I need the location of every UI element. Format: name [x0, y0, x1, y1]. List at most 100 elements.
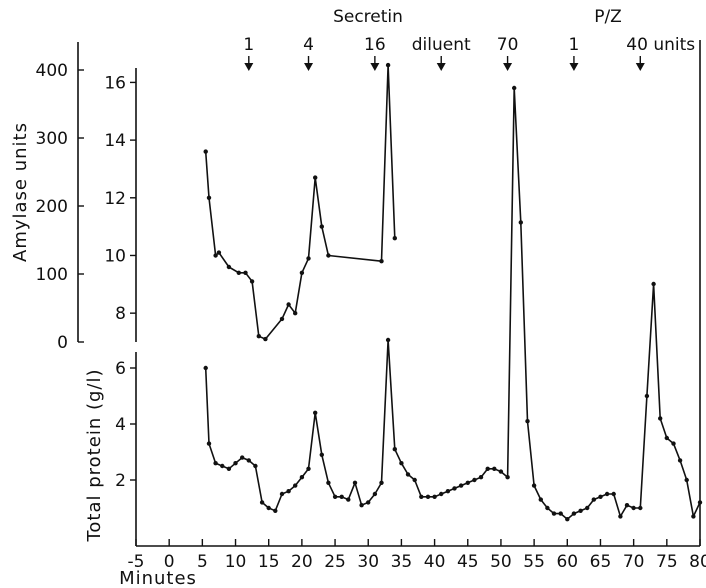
- protein-data-point: [299, 475, 305, 480]
- protein-data-point: [392, 447, 397, 452]
- protein-series-line: [204, 87, 701, 520]
- protein-data-point: [293, 483, 298, 488]
- x-tick-label: 55: [523, 552, 545, 572]
- protein-tick-label: 6: [115, 359, 126, 379]
- amylase-data-point: [206, 195, 212, 200]
- protein-data-point: [684, 477, 689, 483]
- protein-data-point: [366, 500, 371, 505]
- protein-data-point: [558, 511, 563, 516]
- x-tick-label: 0: [164, 552, 175, 572]
- protein-data-point: [273, 508, 278, 513]
- protein-data-point: [565, 517, 570, 522]
- secondary-tick-label: 10: [104, 246, 126, 266]
- group-label: Secretin: [333, 7, 403, 27]
- protein-data-point: [631, 505, 636, 511]
- x-tick-label: 30: [357, 552, 379, 572]
- dose-label: 16: [364, 35, 386, 55]
- amylase-data-point: [385, 62, 391, 68]
- protein-data-point: [492, 466, 497, 471]
- dose-label: diluent: [412, 35, 471, 55]
- x-tick-label: 80: [689, 552, 706, 572]
- amylase-data-point: [213, 253, 218, 258]
- protein-data-point: [538, 497, 543, 502]
- amylase-data-point: [392, 236, 397, 241]
- amylase-data-point: [286, 302, 291, 307]
- protein-data-point: [233, 461, 238, 466]
- dose-label: 1: [569, 35, 580, 55]
- protein-data-point: [585, 505, 590, 511]
- protein-tick-label: 4: [115, 415, 126, 435]
- protein-data-point: [313, 410, 318, 415]
- protein-data-point: [638, 505, 643, 511]
- protein-data-point: [359, 503, 364, 508]
- dose-arrow-head: [370, 63, 380, 71]
- protein-data-point: [485, 466, 490, 471]
- x-tick-label: 75: [656, 552, 678, 572]
- protein-data-point: [578, 508, 583, 513]
- ticks-group: [78, 56, 701, 546]
- protein-data-point: [412, 477, 417, 483]
- x-tick-label: 10: [225, 552, 247, 572]
- x-axis-title: Minutes: [119, 568, 197, 588]
- protein-data-point: [551, 511, 557, 516]
- x-tick-label: 70: [623, 552, 645, 572]
- protein-tick-label: 2: [115, 471, 126, 491]
- amylase-data-point: [306, 256, 311, 261]
- amylase-data-point: [319, 224, 324, 229]
- protein-data-point: [279, 491, 285, 497]
- protein-data-point: [591, 497, 596, 502]
- amylase-tick-label: 100: [36, 265, 68, 285]
- protein-data-point: [525, 419, 530, 424]
- secondary-tick-label: 14: [104, 131, 126, 151]
- amylase-data-point: [293, 311, 298, 316]
- protein-data-point: [332, 494, 338, 499]
- protein-data-point: [405, 472, 411, 477]
- secondary-tick-label: 12: [104, 189, 126, 209]
- x-tick-label: -5: [128, 552, 145, 572]
- amylase-axis-title: Amylase units: [10, 122, 31, 262]
- x-tick-label: 35: [391, 552, 413, 572]
- protein-data-point: [266, 505, 271, 511]
- protein-data-point: [452, 486, 457, 491]
- x-tick-label: 45: [457, 552, 479, 572]
- amylase-tick-label: 200: [36, 197, 68, 217]
- protein-data-point: [286, 489, 291, 494]
- amylase-data-point: [226, 264, 232, 270]
- protein-data-point: [658, 416, 663, 421]
- protein-data-point: [379, 480, 384, 485]
- protein-data-point: [671, 441, 676, 446]
- protein-data-point: [352, 480, 358, 485]
- amylase-data-point: [313, 175, 318, 180]
- protein-data-point: [598, 494, 603, 499]
- protein-axis-title: Total protein (g/l): [84, 368, 105, 542]
- protein-data-point: [512, 85, 517, 91]
- secondary-tick-label: 8: [115, 304, 126, 324]
- x-tick-label: 65: [590, 552, 612, 572]
- x-tick-label: 40: [424, 552, 446, 572]
- amylase-tick-label: 0: [57, 333, 68, 353]
- group-label: P/Z: [594, 7, 622, 27]
- protein-data-point: [432, 494, 437, 499]
- dose-arrow-head: [569, 63, 579, 71]
- protein-data-point: [664, 435, 669, 441]
- protein-data-point: [419, 494, 424, 499]
- dose-label: 40 units: [626, 35, 695, 55]
- protein-data-point: [206, 441, 212, 446]
- x-tick-label: 50: [490, 552, 512, 572]
- amylase-data-point: [299, 270, 305, 275]
- protein-data-point: [531, 483, 537, 488]
- protein-data-point: [651, 281, 656, 287]
- dose-arrow-head: [635, 63, 645, 71]
- amylase-data-point: [256, 334, 261, 339]
- protein-data-point: [691, 514, 696, 519]
- protein-data-point: [611, 491, 616, 497]
- protein-data-point: [518, 220, 523, 225]
- protein-data-point: [306, 466, 311, 471]
- protein-data-point: [677, 458, 683, 463]
- protein-data-point: [571, 511, 577, 516]
- dose-label: 1: [243, 35, 254, 55]
- amylase-data-point: [203, 149, 208, 154]
- x-tick-label: 20: [291, 552, 313, 572]
- protein-data-point: [498, 469, 504, 474]
- protein-data-point: [326, 480, 331, 485]
